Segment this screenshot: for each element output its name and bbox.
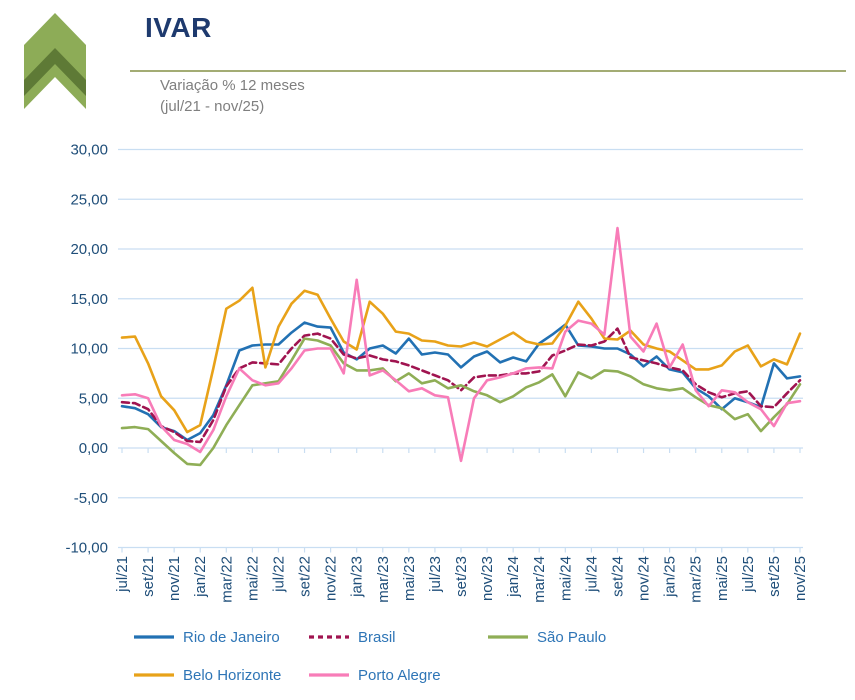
xtick-label-mai/22: mai/22 bbox=[244, 556, 261, 601]
series-line-são-paulo bbox=[120, 337, 802, 467]
xtick-label-mai/25: mai/25 bbox=[714, 556, 731, 601]
xtick-label-jul/24: jul/24 bbox=[583, 556, 600, 593]
xtick-label-mai/24: mai/24 bbox=[557, 556, 574, 601]
legend-line-sample bbox=[134, 635, 174, 639]
series-line-belo-horizonte bbox=[120, 286, 802, 434]
ytick-label-25,00: 25,00 bbox=[70, 191, 108, 208]
legend-item-rio-de-janeiro: Rio de Janeiro bbox=[133, 628, 280, 646]
legend-item-porto-alegre: Porto Alegre bbox=[308, 666, 441, 684]
ytick-label-15,00: 15,00 bbox=[70, 291, 108, 308]
xtick-label-nov/23: nov/23 bbox=[479, 556, 496, 601]
xtick-label-mar/24: mar/24 bbox=[531, 556, 548, 603]
subtitle-line-2: (jul/21 - nov/25) bbox=[160, 98, 265, 115]
xtick-label-nov/24: nov/24 bbox=[636, 556, 653, 601]
xtick-label-set/22: set/22 bbox=[297, 556, 314, 597]
ytick-label-5,00: 5,00 bbox=[79, 390, 108, 407]
xtick-label-jan/23: jan/23 bbox=[349, 556, 366, 598]
series-line-rio-de-janeiro bbox=[120, 321, 802, 442]
xtick-label-jul/25: jul/25 bbox=[740, 556, 757, 593]
ytick-label--10,00: -10,00 bbox=[65, 540, 108, 557]
header-divider bbox=[130, 70, 846, 72]
legend-label: Brasil bbox=[358, 628, 396, 646]
xtick-label-jan/24: jan/24 bbox=[505, 556, 522, 598]
legend-line-sample bbox=[488, 635, 528, 639]
ytick-label-30,00: 30,00 bbox=[70, 142, 108, 159]
subtitle-line-1: Variação % 12 meses bbox=[160, 77, 305, 94]
ytick-label-0,00: 0,00 bbox=[79, 440, 108, 457]
xtick-label-jul/22: jul/22 bbox=[270, 556, 287, 593]
ytick-label--5,00: -5,00 bbox=[74, 490, 108, 507]
legend-label: São Paulo bbox=[537, 628, 607, 646]
ibre-green-arrow-logo bbox=[24, 13, 86, 109]
xtick-label-mar/23: mar/23 bbox=[375, 556, 392, 603]
xtick-label-mar/25: mar/25 bbox=[688, 556, 705, 603]
xtick-label-set/23: set/23 bbox=[453, 556, 470, 597]
xtick-label-nov/25: nov/25 bbox=[792, 556, 809, 601]
logo-chevron-inner bbox=[24, 48, 86, 96]
xtick-label-nov/22: nov/22 bbox=[323, 556, 340, 601]
ytick-label-20,00: 20,00 bbox=[70, 241, 108, 258]
legend-label: Belo Horizonte bbox=[183, 666, 282, 684]
legend-label: Porto Alegre bbox=[358, 666, 441, 684]
xtick-label-set/25: set/25 bbox=[766, 556, 783, 597]
xtick-label-nov/21: nov/21 bbox=[166, 556, 183, 601]
legend-item-brasil: Brasil bbox=[308, 628, 396, 646]
legend-line-sample bbox=[134, 673, 174, 677]
xtick-label-set/24: set/24 bbox=[609, 556, 626, 597]
legend-line-sample bbox=[309, 673, 349, 677]
legend-item-belo-horizonte: Belo Horizonte bbox=[133, 666, 281, 684]
legend-label: Rio de Janeiro bbox=[183, 628, 280, 646]
xtick-label-jan/25: jan/25 bbox=[662, 556, 679, 598]
xtick-label-jul/21: jul/21 bbox=[114, 556, 131, 593]
series-line-brasil bbox=[120, 327, 802, 444]
xtick-label-set/21: set/21 bbox=[140, 556, 157, 597]
xtick-label-jul/23: jul/23 bbox=[427, 556, 444, 593]
page-title: IVAR bbox=[145, 12, 212, 43]
xtick-label-mai/23: mai/23 bbox=[401, 556, 418, 601]
xtick-label-mar/22: mar/22 bbox=[218, 556, 235, 603]
legend-item-são-paulo: São Paulo bbox=[487, 628, 606, 646]
ytick-label-10,00: 10,00 bbox=[70, 341, 108, 358]
series-line-porto-alegre bbox=[120, 226, 802, 463]
chart-subtitle: Variação % 12 meses (jul/21 - nov/25) bbox=[160, 75, 305, 117]
legend-line-sample bbox=[309, 635, 349, 639]
xtick-label-jan/22: jan/22 bbox=[192, 556, 209, 598]
